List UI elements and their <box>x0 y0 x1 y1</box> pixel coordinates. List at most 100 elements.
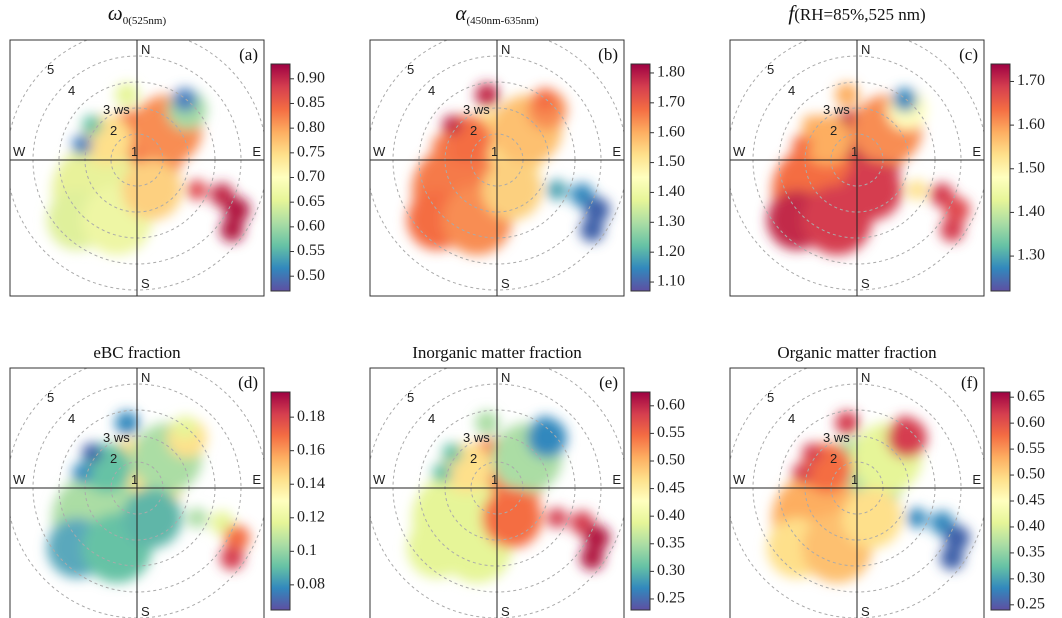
plot-frame <box>369 39 625 297</box>
colorbar-tick-label: 0.14 <box>297 475 325 492</box>
colorbar-tick-label: 0.50 <box>657 452 685 469</box>
blob <box>580 546 604 570</box>
blob <box>224 525 250 551</box>
blob <box>944 197 970 223</box>
blob <box>580 218 604 242</box>
colorbar <box>630 391 651 611</box>
ring-label: 4 <box>68 411 75 426</box>
panel-title: eBC fraction <box>93 343 181 362</box>
blob <box>584 197 610 223</box>
colorbar-tick-label: 0.25 <box>657 590 685 607</box>
blob <box>432 135 452 155</box>
blob <box>835 83 859 107</box>
colorbar-tick-label: 1.50 <box>1017 159 1045 176</box>
colorbar-tick-label: 0.50 <box>297 267 325 284</box>
blob <box>220 546 244 570</box>
blob <box>220 218 244 242</box>
direction-label: E <box>252 144 261 159</box>
colorbar-tick-label: 0.25 <box>1017 595 1045 612</box>
colorbar-tick-label: 0.35 <box>657 534 685 551</box>
plot-frame <box>9 39 265 297</box>
ring-label: 4 <box>788 411 795 426</box>
blob <box>893 416 917 440</box>
ring-label: 1 <box>491 144 498 159</box>
ring-label: 2 <box>830 123 837 138</box>
colorbar-tick-label: 0.16 <box>297 441 325 458</box>
colorbar-tick-label: 0.12 <box>297 508 325 525</box>
blobs <box>47 83 250 255</box>
colorbar <box>990 391 1011 611</box>
colorbar <box>270 63 291 292</box>
blob <box>842 488 902 548</box>
direction-label: S <box>141 276 150 291</box>
direction-label: E <box>252 472 261 487</box>
colorbar-tick-label: 1.10 <box>657 273 685 290</box>
title-main: α <box>455 1 467 25</box>
ring-label: 4 <box>68 83 75 98</box>
plot-frame <box>9 367 265 618</box>
ring-label: 5 <box>47 390 54 405</box>
ring-label: 3 ws <box>463 430 490 445</box>
blob <box>475 83 499 107</box>
blob <box>173 88 197 112</box>
blob <box>187 180 207 200</box>
panel-label: (b) <box>598 45 618 64</box>
blob <box>940 218 964 242</box>
colorbar-tick-label: 0.45 <box>657 479 685 496</box>
direction-label: W <box>13 144 26 159</box>
direction-label: N <box>501 370 510 385</box>
blob <box>835 411 859 435</box>
panel-title: α(450nm-635nm) <box>455 1 538 27</box>
blob <box>792 135 812 155</box>
panel-title: Inorganic matter fraction <box>412 343 582 362</box>
colorbar-tick-label: 0.60 <box>657 396 685 413</box>
direction-label: S <box>501 276 510 291</box>
blob <box>187 508 207 528</box>
direction-label: W <box>373 472 386 487</box>
plot-frame <box>729 367 985 618</box>
direction-label: S <box>861 604 870 618</box>
colorbar-tick-label: 0.35 <box>1017 544 1045 561</box>
colorbar-tick-label: 1.70 <box>657 94 685 111</box>
colorbar-tick-label: 0.70 <box>297 168 325 185</box>
plot-area: 12 3 ws 45 N E S W (b) <box>370 40 624 296</box>
panel-label: (a) <box>239 45 258 64</box>
colorbar-tick-label: 0.65 <box>1017 388 1045 405</box>
blob <box>893 88 917 112</box>
ring-label: 1 <box>851 144 858 159</box>
ring-label: 2 <box>110 123 117 138</box>
ring-label: 5 <box>407 62 414 77</box>
ring-label: 2 <box>830 451 837 466</box>
colorbar-tick-label: 0.40 <box>1017 518 1045 535</box>
direction-label: S <box>501 604 510 618</box>
plot-area: 12 3 ws 45 N E S W (e) <box>370 368 624 618</box>
direction-label: E <box>972 144 981 159</box>
direction-label: N <box>141 370 150 385</box>
ring-label: 1 <box>131 472 138 487</box>
blob <box>533 416 557 440</box>
blob <box>940 546 964 570</box>
colorbar-tick-label: 0.30 <box>1017 570 1045 587</box>
colorbar-tick-label: 0.08 <box>297 576 325 593</box>
blob <box>122 488 182 548</box>
ring-label: 5 <box>407 390 414 405</box>
colorbar-tick-label: 0.60 <box>1017 414 1045 431</box>
colorbar <box>990 63 1011 292</box>
colorbar-tick-label: 0.90 <box>297 69 325 86</box>
plot-area: 12 3 ws 45 N E S W (a) <box>10 40 264 296</box>
colorbar-tick-label: 0.85 <box>297 94 325 111</box>
blob <box>792 463 812 483</box>
direction-label: S <box>141 604 150 618</box>
blob <box>907 180 927 200</box>
colorbar <box>270 391 291 611</box>
ring-label: 2 <box>470 451 477 466</box>
blob <box>442 443 462 463</box>
ring-label: 1 <box>131 144 138 159</box>
direction-label: E <box>612 144 621 159</box>
blob <box>802 115 822 135</box>
colorbar-tick-label: 1.20 <box>657 243 685 260</box>
panel-label: (c) <box>959 45 978 64</box>
colorbar-tick-label: 0.55 <box>297 242 325 259</box>
panel-label: (e) <box>599 373 618 392</box>
colorbar-tick-label: 0.65 <box>297 193 325 210</box>
